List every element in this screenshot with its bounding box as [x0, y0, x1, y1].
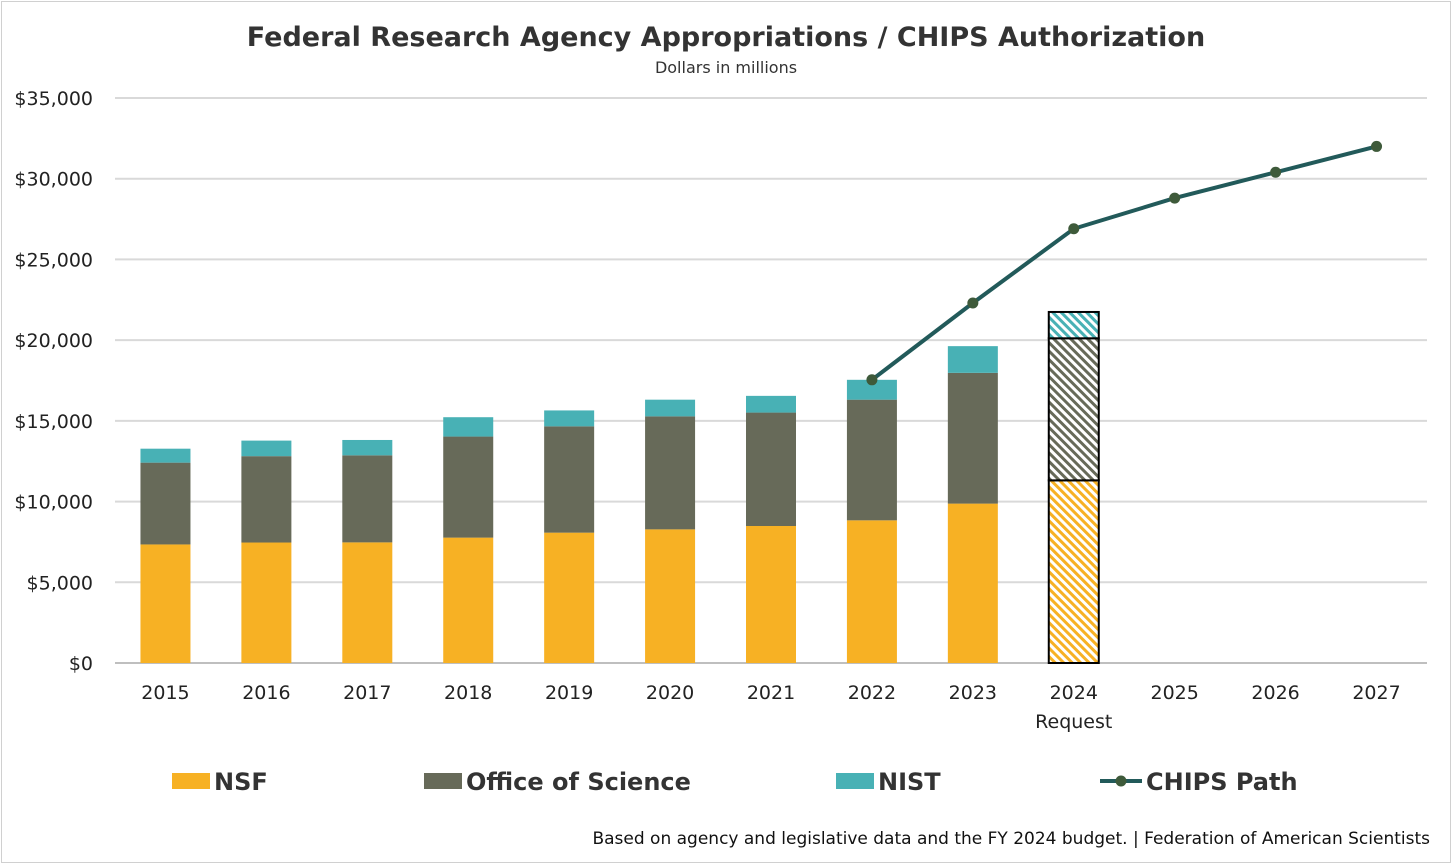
bar-nsf-2018	[443, 537, 494, 663]
chips-path-point	[967, 297, 979, 309]
y-tick-label: $25,000	[14, 249, 93, 271]
bar-office-of-science-2017	[342, 455, 393, 543]
y-tick-label: $15,000	[14, 411, 93, 433]
bar-office-of-science-2024	[1047, 337, 1100, 482]
legend-label: NSF	[214, 768, 268, 796]
bar-nist-2018	[443, 417, 494, 437]
x-tick-label: 2025	[1151, 682, 1199, 704]
x-tick-label: 2027	[1352, 682, 1400, 704]
x-tick-label: 2026	[1251, 682, 1299, 704]
bar-nsf-2024	[1047, 479, 1100, 664]
legend-label: Office of Science	[466, 768, 691, 796]
x-tick-label: 2022	[848, 682, 896, 704]
x-tick-label: 2015	[141, 682, 189, 704]
bar-office-of-science-2023	[947, 372, 998, 504]
bar-nsf-2016	[241, 542, 292, 663]
bar-office-of-science-2019	[544, 426, 595, 533]
bar-nsf-2017	[342, 542, 393, 663]
bar-nist-2017	[342, 439, 393, 456]
chart-subtitle: Dollars in millions	[655, 58, 797, 77]
y-tick-label: $10,000	[14, 492, 93, 514]
x-tick-sublabel: Request	[1035, 711, 1112, 733]
bar-nsf-2022	[846, 520, 897, 663]
bar-nist-2020	[645, 399, 696, 417]
bar-nist-2021	[746, 395, 796, 413]
chips-path-point	[1169, 192, 1181, 204]
bar-nist-2023	[947, 346, 998, 373]
x-tick-label: 2023	[949, 682, 997, 704]
chips-path-line	[870, 144, 1378, 382]
legend-swatch	[172, 773, 210, 789]
footnote: Based on agency and legislative data and…	[592, 829, 1430, 849]
bar-nsf-2021	[746, 525, 796, 663]
x-tick-label: 2017	[343, 682, 391, 704]
x-tick-label: 2020	[646, 682, 694, 704]
x-tick-label: 2021	[747, 682, 795, 704]
x-tick-label: 2019	[545, 682, 593, 704]
legend-label: NIST	[878, 768, 941, 796]
bar-office-of-science-2020	[645, 416, 696, 530]
bar-nsf-2023	[947, 503, 998, 663]
x-tick-label: 2018	[444, 682, 492, 704]
y-tick-label: $20,000	[14, 330, 93, 352]
y-tick-label: $5,000	[27, 572, 93, 594]
chart-title: Federal Research Agency Appropriations /…	[247, 22, 1205, 53]
bar-office-of-science-2016	[241, 456, 292, 543]
chips-path-point	[1270, 166, 1282, 178]
bar-nsf-2020	[645, 529, 696, 663]
chips-path-point	[866, 374, 878, 386]
y-tick-label: $0	[69, 653, 93, 675]
bar-office-of-science-2021	[746, 412, 796, 526]
bar-nist-2022	[846, 379, 897, 400]
bar-nsf-2019	[544, 532, 595, 663]
y-tick-label: $30,000	[14, 169, 93, 191]
legend-label: CHIPS Path	[1146, 768, 1298, 796]
bar-nist-2019	[544, 410, 595, 427]
x-tick-label: 2024	[1050, 682, 1098, 704]
bar-office-of-science-2015	[140, 462, 191, 545]
legend-swatch	[836, 773, 874, 789]
chips-path-point	[1068, 223, 1080, 235]
bar-nist-2015	[140, 448, 191, 463]
bar-nist-2024	[1047, 310, 1100, 340]
bar-nist-2016	[241, 440, 292, 457]
chips-path-point	[1371, 140, 1383, 152]
y-tick-label: $35,000	[14, 88, 93, 110]
bar-office-of-science-2018	[443, 436, 494, 538]
bar-office-of-science-2022	[846, 399, 897, 521]
bar-nsf-2015	[140, 544, 191, 663]
legend-swatch	[424, 773, 462, 789]
x-tick-label: 2016	[242, 682, 290, 704]
